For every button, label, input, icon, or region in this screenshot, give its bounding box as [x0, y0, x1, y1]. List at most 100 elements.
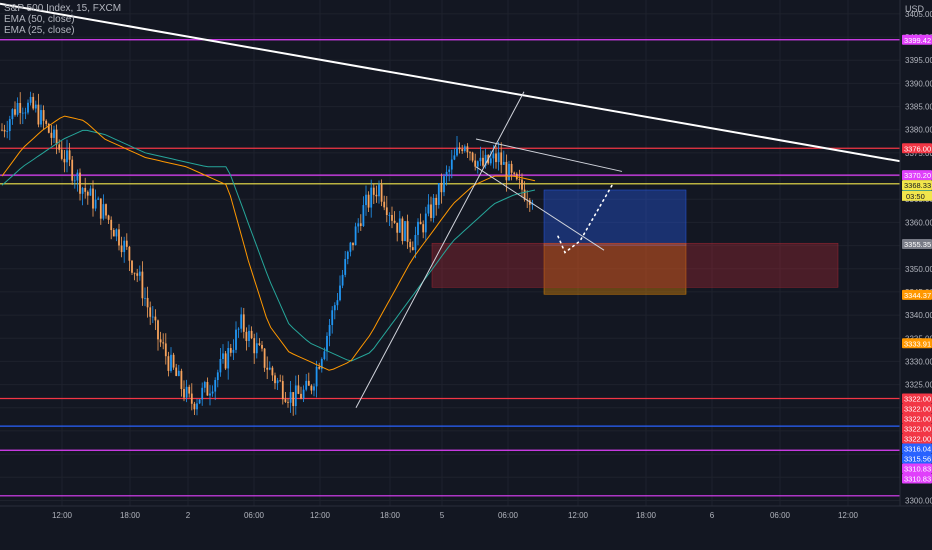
y-tick-label: 3360.00	[905, 218, 932, 227]
candle-body	[263, 348, 266, 368]
candle-body	[123, 240, 126, 253]
candle-body	[505, 161, 508, 181]
symbol-title[interactable]: S&P 500 Index, 15, FXCM	[4, 3, 122, 14]
candle-body	[323, 351, 326, 360]
indicator-ema50[interactable]: EMA (50, close)	[4, 14, 75, 25]
candle-body	[333, 305, 336, 311]
candle-body	[372, 187, 375, 195]
candle-body	[37, 104, 40, 125]
price-tag-label: 3315.56	[904, 454, 931, 463]
candle-body	[352, 242, 354, 246]
candle-body	[518, 179, 521, 181]
y-tick-label: 3375.00	[905, 149, 932, 158]
price-tag-bg	[902, 338, 932, 349]
zone-0	[543, 189, 687, 246]
candle-body	[209, 393, 211, 396]
candle-body	[367, 194, 370, 208]
candle-body	[190, 393, 193, 404]
candle-body	[463, 146, 466, 151]
candle-body	[118, 229, 120, 246]
x-tick-label: 18:00	[636, 511, 657, 520]
candle-body	[417, 221, 419, 235]
candle-body	[68, 150, 71, 160]
candle-body	[250, 330, 253, 339]
candle-body	[229, 348, 232, 353]
candle-body	[430, 204, 432, 218]
x-tick-label: 18:00	[120, 511, 141, 520]
candle-body	[271, 367, 274, 376]
price-tag-bg	[902, 238, 932, 249]
price-tag-label: 3399.42	[904, 36, 931, 45]
candle-body	[471, 152, 474, 161]
candle-body	[393, 220, 396, 223]
price-tag-bg	[902, 443, 932, 454]
candle-body	[94, 199, 97, 209]
candle-body	[159, 339, 162, 343]
candle-body	[216, 372, 219, 381]
candle-body	[476, 161, 479, 167]
trendlines	[0, 2, 932, 409]
candle-body	[401, 218, 404, 242]
candle-body	[162, 342, 165, 344]
x-tick-label: 18:00	[380, 511, 401, 520]
zone-2	[431, 242, 839, 288]
price-tag-label: 3322.00	[904, 394, 931, 403]
candle-body	[492, 153, 495, 159]
price-tag-bg	[902, 423, 932, 434]
candle-body	[255, 343, 258, 354]
candle-body	[248, 330, 250, 341]
y-tick-label: 3300.00	[905, 496, 932, 505]
price-tag-bg	[902, 180, 932, 191]
candle-body	[398, 218, 401, 233]
candle-body	[107, 215, 110, 220]
candle-body	[193, 403, 196, 410]
candle-body	[341, 274, 344, 286]
indicator-ema25[interactable]: EMA (25, close)	[4, 25, 75, 36]
candle-body	[149, 307, 152, 317]
candle-body	[502, 161, 505, 165]
candle-body	[432, 197, 435, 218]
candlesticks	[1, 91, 534, 416]
candle-body	[24, 112, 27, 114]
price-tag-bg	[902, 393, 932, 404]
candle-body	[448, 169, 451, 172]
price-tag-bg	[902, 170, 932, 181]
candle-body	[422, 224, 425, 233]
candle-body	[331, 310, 334, 326]
candle-body	[388, 214, 391, 216]
candle-body	[50, 132, 53, 138]
candle-body	[513, 172, 516, 174]
ema-lines	[1, 115, 536, 371]
candle-body	[404, 221, 406, 242]
x-tick-label: 12:00	[52, 511, 73, 520]
price-tag-bg	[902, 433, 932, 444]
price-tag-bg	[902, 403, 932, 414]
candle-body	[414, 234, 417, 251]
price-tag-label: 3310.83	[904, 474, 931, 483]
price-tag-bg	[902, 413, 932, 424]
candle-body	[521, 179, 523, 190]
candle-body	[136, 273, 139, 276]
candle-body	[336, 300, 339, 306]
candle-body	[339, 285, 341, 301]
x-tick-label: 06:00	[770, 511, 791, 520]
candle-body	[245, 331, 248, 341]
candle-body	[60, 149, 63, 159]
candle-body	[198, 399, 201, 404]
price-tag-label: 3310.83	[904, 464, 931, 473]
candle-body	[294, 385, 297, 407]
candle-body	[6, 131, 9, 132]
candle-body	[84, 187, 87, 192]
candle-body	[133, 272, 136, 274]
candle-body	[196, 403, 198, 410]
trendline-0	[0, 2, 932, 168]
candle-body	[484, 154, 487, 166]
candle-body	[445, 171, 448, 177]
candle-body	[206, 382, 209, 396]
candle-body	[424, 213, 427, 233]
candle-body	[232, 349, 235, 353]
horizontal-levels	[0, 39, 900, 497]
candle-body	[115, 229, 118, 237]
candle-body	[175, 367, 178, 376]
